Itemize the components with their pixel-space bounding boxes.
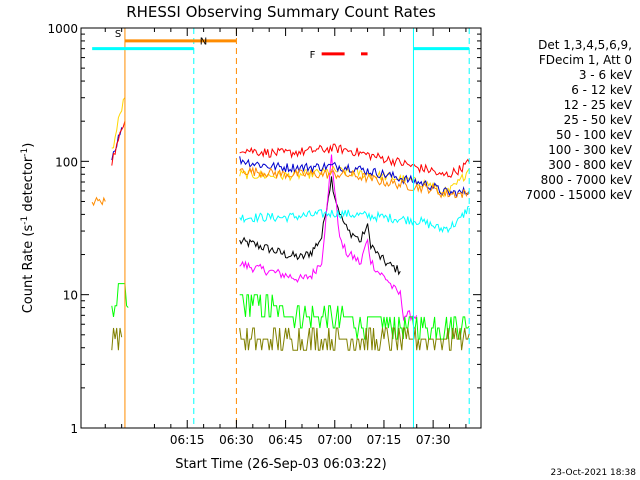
legend-entry: 800 - 7000 keV [541, 173, 633, 187]
series-line-9 [239, 327, 470, 351]
legend-header-line: Det 1,3,4,5,6,9, [538, 38, 632, 52]
x-tick-label: 07:00 [317, 433, 352, 447]
x-tick-label: 06:30 [219, 433, 254, 447]
legend-entry: 3 - 6 keV [579, 68, 633, 82]
legend-entry: 50 - 100 keV [556, 128, 633, 142]
series-line-4 [239, 205, 470, 234]
series-line-8 [91, 196, 106, 207]
series-line-6 [239, 156, 470, 198]
x-tick-label: 06:45 [268, 433, 303, 447]
y-tick-label: 10 [63, 289, 78, 303]
x-tick-label: 07:15 [367, 433, 402, 447]
series-line-9 [111, 327, 123, 351]
series-line-1 [239, 176, 401, 276]
x-tick-label: 06:15 [170, 433, 205, 447]
chart-title: RHESSI Observing Summary Count Rates [126, 3, 436, 21]
y-label-sup-1: -1 [20, 216, 30, 225]
legend-entry: 6 - 12 keV [571, 83, 633, 97]
y-label-part-3: ) [21, 143, 36, 148]
y-label-part-1: Count Rate (s [21, 225, 36, 314]
date-stamp: 23-Oct-2021 18:38 [551, 468, 637, 478]
flag-label: S [115, 29, 121, 40]
y-label-part-2: detector [21, 156, 36, 216]
x-tick-label: 07:30 [416, 433, 451, 447]
y-tick-label: 1 [70, 422, 78, 436]
legend-entry: 7000 - 15000 keV [525, 188, 632, 202]
series-line-8 [239, 166, 470, 199]
series-line-5 [111, 97, 126, 149]
y-label-sup-2: -1 [20, 148, 30, 157]
series-line-7 [239, 143, 470, 178]
flare-label: F [310, 50, 316, 61]
y-tick-label: 1000 [47, 22, 78, 36]
y-tick-label: 100 [55, 155, 78, 169]
y-axis-label: Count Rate (s-1 detector-1) [20, 143, 36, 314]
series-line-2 [239, 154, 418, 322]
legend-entry: 25 - 50 keV [564, 113, 633, 127]
legend-entry: 100 - 300 keV [548, 143, 632, 157]
series-line-3 [239, 294, 470, 340]
x-axis-label: Start Time (26-Sep-03 06:03:22) [175, 457, 386, 472]
plot-frame [80, 27, 482, 429]
flag-label: N [200, 37, 207, 48]
series-line-3 [111, 283, 129, 317]
legend-header-line: FDecim 1, Att 0 [539, 53, 632, 67]
legend-entry: 12 - 25 keV [564, 98, 633, 112]
series-line-7 [111, 121, 126, 166]
legend-entry: 300 - 800 keV [548, 158, 632, 172]
